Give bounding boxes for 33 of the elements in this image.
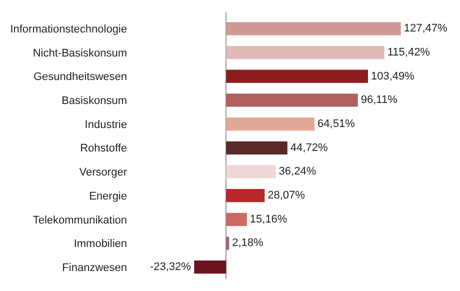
bar bbox=[226, 189, 265, 202]
bar bbox=[226, 212, 247, 226]
y-tick-label: Industrie bbox=[84, 118, 127, 131]
bar bbox=[226, 70, 368, 83]
data-label: 36,24% bbox=[278, 166, 316, 178]
bar bbox=[194, 260, 226, 274]
y-tick-label: Basiskonsum bbox=[62, 95, 127, 108]
y-tick-label: Gesundheitswesen bbox=[33, 71, 127, 84]
y-tick-label: Energie bbox=[89, 190, 127, 202]
y-tick-label: Rohstoffe bbox=[80, 142, 127, 155]
data-label: 103,49% bbox=[370, 70, 415, 82]
bar bbox=[226, 165, 276, 178]
bar bbox=[226, 117, 315, 131]
y-tick-label: Immobilien bbox=[74, 238, 127, 250]
data-label: 44,72% bbox=[290, 142, 328, 154]
data-label: 127,47% bbox=[404, 22, 448, 35]
bar bbox=[226, 236, 230, 250]
y-tick-label: Versorger bbox=[79, 166, 128, 179]
bar bbox=[226, 22, 401, 36]
y-tick-label: Finanzwesen bbox=[62, 262, 127, 274]
data-label: 115,42% bbox=[387, 46, 430, 59]
y-tick-label: Informationstechnologie bbox=[10, 24, 127, 36]
bar bbox=[226, 94, 358, 107]
data-label: 15,16% bbox=[250, 213, 288, 226]
data-label: -23,32% bbox=[150, 261, 192, 274]
data-label: 96,11% bbox=[360, 94, 398, 106]
data-label: 28,07% bbox=[268, 190, 306, 202]
bar bbox=[226, 46, 384, 60]
bar bbox=[226, 141, 288, 154]
y-tick-label: Nicht-Basiskonsum bbox=[32, 47, 127, 60]
y-tick-label: Telekommunikation bbox=[32, 214, 127, 226]
data-label: 2,18% bbox=[232, 237, 264, 250]
data-label: 64,51% bbox=[318, 118, 356, 130]
